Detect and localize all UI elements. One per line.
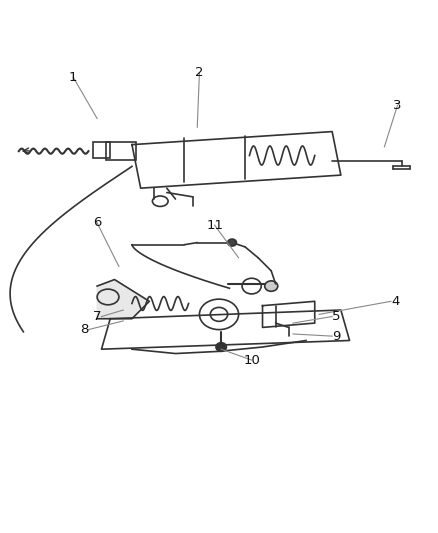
Ellipse shape [228, 239, 237, 246]
Ellipse shape [216, 343, 226, 351]
Text: 7: 7 [93, 310, 102, 323]
Text: 2: 2 [195, 66, 204, 79]
Bar [106, 142, 136, 160]
Text: 8: 8 [80, 323, 88, 336]
Text: 4: 4 [391, 295, 399, 308]
Text: 9: 9 [332, 329, 340, 343]
Polygon shape [132, 132, 341, 188]
Bar [93, 142, 110, 158]
Ellipse shape [265, 281, 278, 292]
Text: 1: 1 [69, 71, 78, 84]
Text: 10: 10 [243, 353, 260, 367]
Text: 11: 11 [206, 219, 223, 232]
Polygon shape [97, 279, 149, 319]
Text: 6: 6 [93, 216, 101, 230]
Text: 3: 3 [393, 99, 402, 112]
Text: 5: 5 [332, 310, 341, 323]
Polygon shape [102, 310, 350, 349]
